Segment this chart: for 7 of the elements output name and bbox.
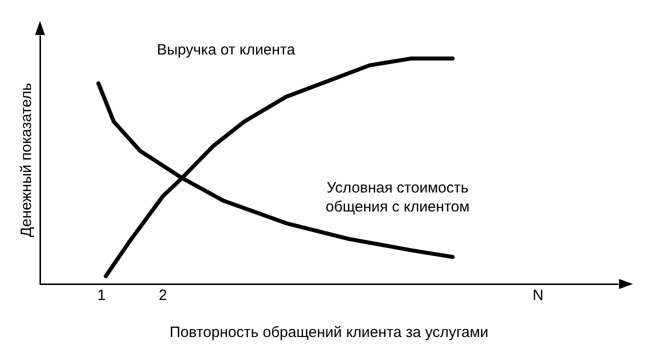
series-label: Условная стоимость общения с клиентом bbox=[326, 180, 470, 216]
x-tick-label: N bbox=[532, 287, 544, 304]
x-tick-label: 1 bbox=[97, 287, 106, 304]
x-axis-title: Повторность обращений клиента за услугами bbox=[170, 324, 488, 342]
y-axis-title: Денежный показатель bbox=[18, 82, 36, 238]
x-tick-label: 2 bbox=[158, 287, 168, 304]
text: Выручка от клиента bbox=[156, 42, 296, 59]
